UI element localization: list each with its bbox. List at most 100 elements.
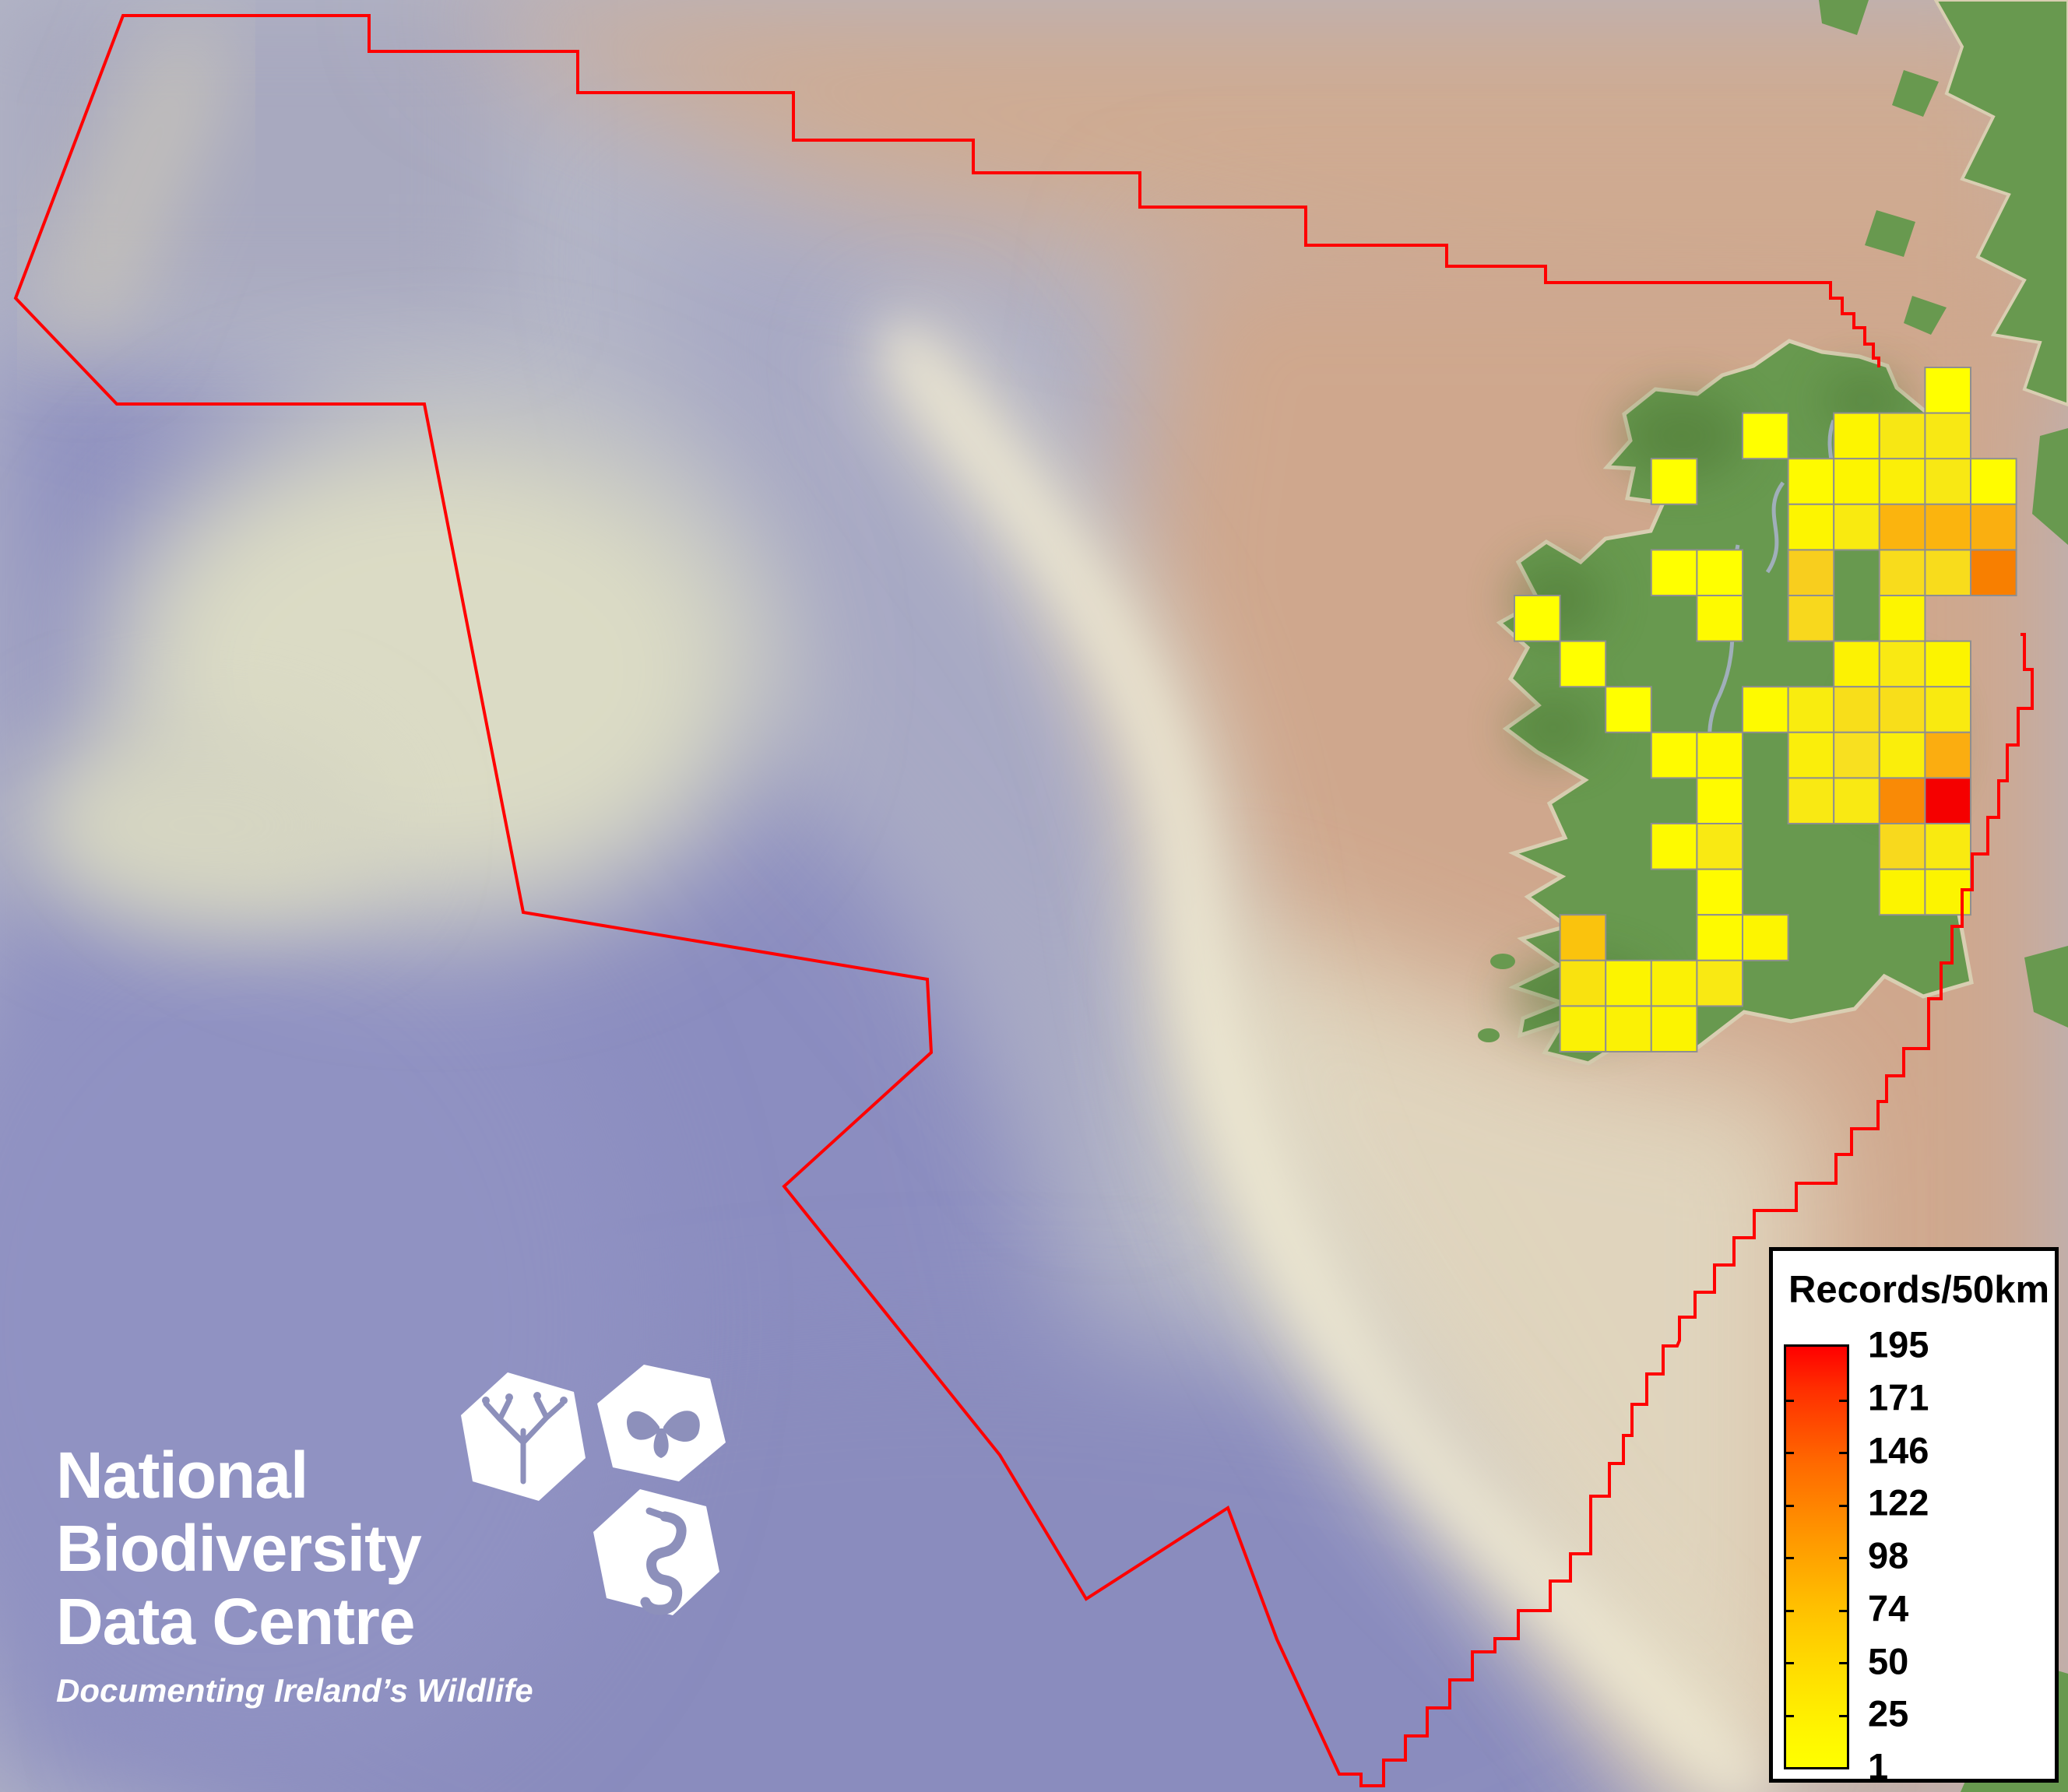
legend-value-label: 146 [1868,1429,1929,1470]
colorbar-tick [1839,1714,1847,1717]
hebrides-island [1865,210,1915,257]
grid-cell [1833,777,1880,825]
colorbar-tick [1839,1399,1847,1402]
logo-line-1: National [56,1439,308,1512]
colorbar-tick [1786,1714,1794,1717]
grid-cell [1650,1005,1698,1053]
logo-line-3: Data Centre [56,1585,415,1659]
nbdc-logo: National Biodiversity Data Centre Docume… [56,1365,726,1709]
grid-cell [1696,549,1743,597]
kerry-island [1490,954,1515,969]
grid-cell [1924,686,1971,733]
grid-cell [1787,777,1835,825]
grid-cell [1696,959,1743,1007]
grid-cell [1787,595,1835,642]
grid-cell [1742,914,1789,961]
grid-cell [1605,959,1652,1007]
grid-cell [1924,640,1971,688]
grid-cell [1559,914,1607,961]
legend-value-label: 25 [1868,1692,1909,1734]
grid-cell [1878,503,1926,551]
grid-cell [1878,458,1926,505]
legend-title: Records/50km [1788,1269,2050,1311]
colorbar-tick [1839,1662,1847,1664]
grid-cell [1924,777,1971,825]
grid-cell [1787,549,1835,597]
legend-value-label: 122 [1868,1481,1929,1523]
grid-cell [1878,868,1926,916]
colorbar-tick [1786,1557,1794,1559]
grid-cell [1924,458,1971,505]
scotland-landmass [1933,0,2068,407]
grid-cell [1878,412,1926,460]
logo-hexagons [422,1365,749,1633]
grid-cell [1650,823,1698,870]
grid-cell [1924,731,1971,779]
seahorse-hexagon-icon [593,1489,719,1615]
grid-cell [1696,595,1743,642]
legend-value-label: 98 [1868,1534,1909,1576]
grid-cell [1833,686,1880,733]
maritime-boundary-line [13,14,2034,1787]
grid-cell [1878,823,1926,870]
logo-line-2: Biodiversity [56,1512,422,1586]
grid-cell [1970,458,2017,505]
kintyre-island [1904,296,1947,335]
grid-cell [1559,959,1607,1007]
grid-cell [1787,458,1835,505]
grid-cell [1605,1005,1652,1053]
colorbar-tick [1839,1504,1847,1507]
grid-cell [1878,686,1926,733]
legend-value-label: 171 [1868,1376,1929,1418]
grid-cell [1696,914,1743,961]
legend-value-label: 50 [1868,1640,1909,1681]
legend-value-label: 195 [1868,1323,1929,1365]
grid-cell [1924,412,1971,460]
grid-cell [1742,412,1789,460]
deep-basin-west [0,856,646,1790]
grid-cell [1833,412,1880,460]
colorbar-tick [1786,1399,1794,1402]
grid-cell [1833,458,1880,505]
grid-cell [1924,549,1971,597]
legend-value-label: 74 [1868,1587,1909,1629]
colorbar-tick [1786,1662,1794,1664]
grid-cell [1878,549,1926,597]
celtic-shelf [1191,895,1814,1792]
kerry-island-2 [1478,1028,1500,1042]
plant-hexagon-icon [461,1372,586,1501]
grid-cell [1833,640,1880,688]
grid-cell [1650,959,1698,1007]
grid-cell [1878,731,1926,779]
islay-island [1892,70,1939,117]
grid-cell [1742,686,1789,733]
legend-value-label: 1 [1868,1745,1889,1787]
porcupine-bank [16,716,389,934]
grid-cell [1696,731,1743,779]
colorbar-tick [1839,1609,1847,1612]
grid-cell [1924,503,1971,551]
grid-cell [1970,549,2017,597]
wales-landmass [2024,946,2068,1028]
colorbar-tick [1786,1452,1794,1454]
northwest-ridge [44,20,228,346]
colorbar-tick [1839,1557,1847,1559]
grid-cell [1559,640,1607,688]
grid-cell [1924,823,1971,870]
tiree-island [1819,0,1869,35]
logo-tagline: Documenting Ireland’s Wildlife [56,1672,533,1709]
galloway-landmass [2032,428,2068,545]
grid-cell [1696,868,1743,916]
grid-cell [1787,731,1835,779]
records-grid [1514,367,2017,1053]
grid-cell [1833,731,1880,779]
shelf-edge-crest [884,326,1762,1792]
colorbar-tick [1786,1609,1794,1612]
grid-cell [1514,595,1561,642]
legend-box: Records/50km 195 171 146 122 98 74 50 25 1 [1769,1247,2059,1787]
grid-cell [1924,868,1971,916]
grid-cell [1696,777,1743,825]
grid-cell [1787,503,1835,551]
grid-cell [1878,640,1926,688]
